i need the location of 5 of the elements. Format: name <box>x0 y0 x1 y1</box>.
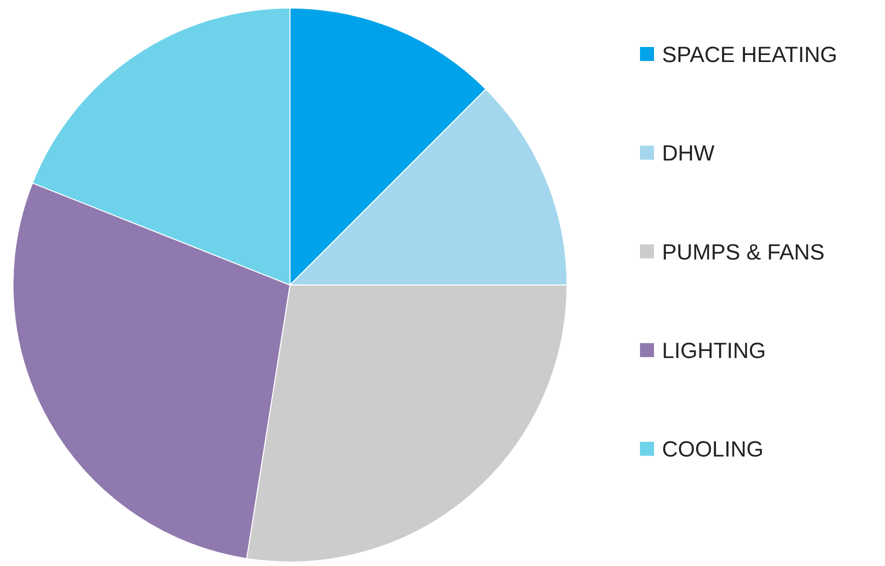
legend-label: COOLING <box>662 436 764 462</box>
legend-label: DHW <box>662 140 715 166</box>
legend-label: PUMPS & FANS <box>662 239 825 264</box>
legend-label: LIGHTING <box>662 338 766 364</box>
legend-label: SPACE HEATING <box>662 42 838 67</box>
